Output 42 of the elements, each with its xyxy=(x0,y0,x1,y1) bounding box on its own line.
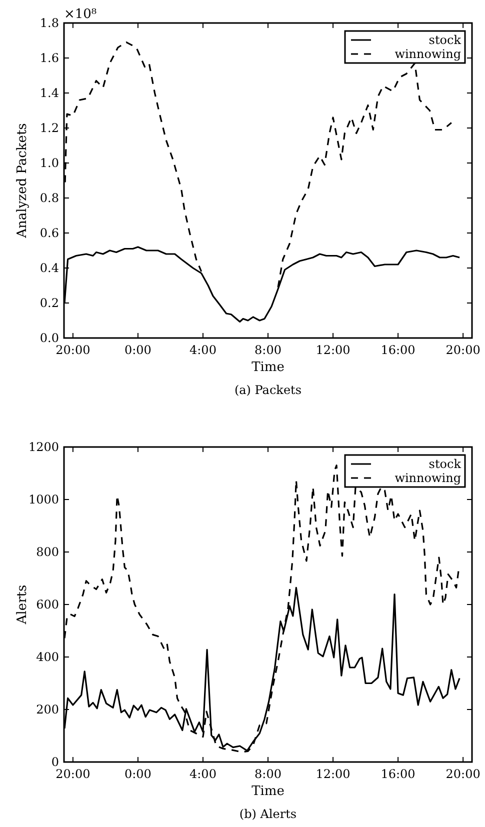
y-tick-label: 0 xyxy=(51,755,59,769)
y-tick-label: 1.6 xyxy=(40,51,59,65)
y-tick-label: 0.2 xyxy=(40,296,59,310)
y-tick-label: 1.0 xyxy=(40,156,59,170)
x-tick-label: 0:00 xyxy=(124,767,152,781)
legend-label: winnowing xyxy=(394,471,462,485)
x-tick-label: 0:00 xyxy=(124,343,152,357)
x-tick-label: 8:00 xyxy=(254,343,282,357)
x-tick-label: 20:00 xyxy=(56,767,90,781)
y-tick-label: 600 xyxy=(36,598,59,612)
y-tick-label: 1.8 xyxy=(40,16,59,30)
text: stock xyxy=(428,457,462,471)
text: (a) Packets xyxy=(234,383,302,397)
x-tick-label: 8:00 xyxy=(254,767,282,781)
x-tick-label: 20:00 xyxy=(446,343,480,357)
x-tick-label: 4:00 xyxy=(190,343,216,357)
x-tick-label: 20:00 xyxy=(446,767,480,781)
y-tick-label: 400 xyxy=(36,650,59,664)
x-tick-label: 4:00 xyxy=(190,767,216,781)
x-axis-title: Time xyxy=(252,784,285,799)
x-tick-label: 12:00 xyxy=(316,343,350,357)
y-tick-label: 0.8 xyxy=(40,191,59,205)
y-tick-label: 1200 xyxy=(28,440,59,454)
y-tick-label: 0.0 xyxy=(40,331,59,345)
text: (b) Alerts xyxy=(239,807,297,821)
text: ×10⁸ xyxy=(64,7,97,22)
y-axis-title: Alerts xyxy=(15,584,30,626)
x-tick-label: 16:00 xyxy=(380,343,416,357)
y-tick-label: 1.2 xyxy=(40,121,59,135)
y-tick-label: 1000 xyxy=(28,492,59,506)
y-tick-label: 800 xyxy=(36,545,59,559)
y-axis-title: Analyzed Packets xyxy=(15,123,30,239)
y-tick-label: 200 xyxy=(36,702,59,716)
legend-label: winnowing xyxy=(394,47,462,61)
x-axis-title: Time xyxy=(252,360,285,375)
y-tick-label: 0.4 xyxy=(40,261,60,275)
x-tick-label: 20:00 xyxy=(56,343,90,357)
y-tick-label: 0.6 xyxy=(40,226,59,240)
x-tick-label: 12:00 xyxy=(316,767,350,781)
x-tick-label: 16:00 xyxy=(380,767,416,781)
text: stock xyxy=(428,33,462,47)
y-tick-label: 1.4 xyxy=(40,86,60,100)
